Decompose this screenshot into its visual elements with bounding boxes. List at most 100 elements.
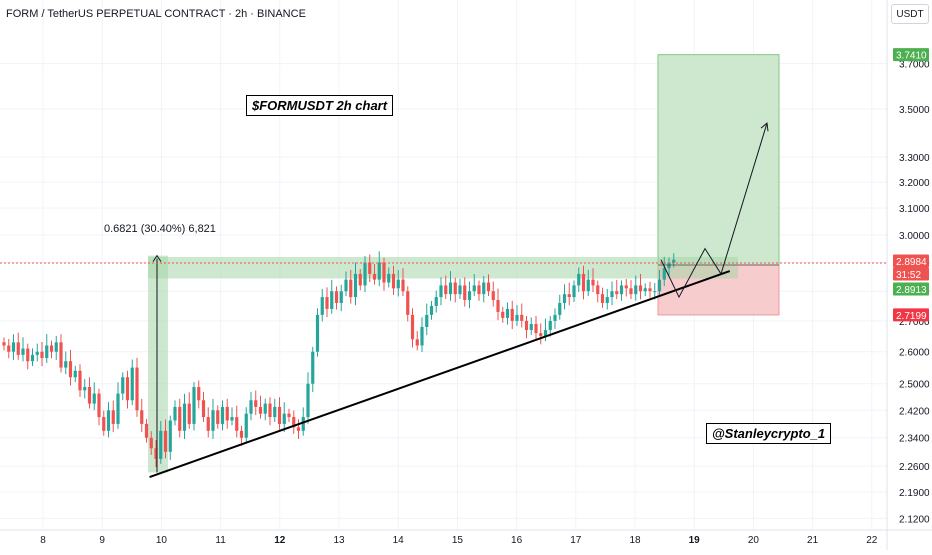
candle bbox=[83, 378, 87, 399]
candle bbox=[149, 431, 153, 455]
candle-body bbox=[140, 410, 144, 424]
candle-body bbox=[539, 333, 543, 337]
y-tick-label: 2.4200 bbox=[899, 406, 930, 417]
candle-body bbox=[382, 262, 386, 283]
candle bbox=[116, 382, 120, 429]
candle bbox=[472, 274, 476, 297]
candle bbox=[467, 281, 472, 309]
countdown-label: 31:52 bbox=[893, 267, 929, 281]
candle bbox=[26, 343, 30, 370]
y-tick-label: 2.1200 bbox=[899, 514, 930, 525]
candle bbox=[35, 343, 39, 362]
candle bbox=[396, 269, 400, 297]
candle-body bbox=[225, 406, 229, 421]
candle-body bbox=[334, 291, 339, 303]
candle-body bbox=[662, 268, 666, 280]
candle-body bbox=[216, 410, 220, 424]
candle bbox=[439, 277, 443, 306]
candle-body bbox=[154, 448, 158, 459]
y-tick-label: 3.1000 bbox=[899, 204, 930, 215]
candle-body bbox=[325, 297, 329, 309]
candle-body bbox=[358, 273, 362, 286]
candle-body bbox=[97, 393, 101, 418]
candle-body bbox=[577, 273, 581, 286]
candle-body bbox=[448, 282, 453, 295]
candle bbox=[173, 400, 177, 426]
candle-body bbox=[605, 297, 609, 303]
currency-button[interactable]: USDT bbox=[891, 4, 929, 24]
candle bbox=[97, 388, 101, 426]
candle bbox=[2, 337, 6, 351]
candle bbox=[534, 315, 538, 340]
candle-body bbox=[320, 297, 324, 315]
candle-body bbox=[301, 417, 305, 431]
candle bbox=[268, 397, 272, 426]
candle-body bbox=[178, 406, 182, 431]
current-price-label-bg bbox=[893, 254, 929, 268]
candle bbox=[444, 275, 448, 300]
candle bbox=[235, 405, 239, 438]
candle bbox=[73, 365, 77, 383]
candle-body bbox=[401, 279, 405, 292]
candle-body bbox=[2, 342, 6, 346]
candle-body bbox=[363, 262, 367, 286]
x-tick-label: 15 bbox=[452, 535, 464, 546]
candle-body bbox=[197, 387, 201, 401]
candle bbox=[239, 425, 244, 446]
projection-path bbox=[660, 122, 768, 299]
candle bbox=[320, 288, 324, 322]
candle bbox=[662, 256, 666, 287]
candle bbox=[486, 274, 491, 297]
candle-body bbox=[372, 273, 377, 280]
target-price-label-text: 3.7410 bbox=[896, 51, 927, 62]
candle bbox=[648, 281, 652, 298]
candle bbox=[615, 279, 619, 300]
measure-label: 0.6821 (30.40%) 6,821 bbox=[104, 223, 216, 235]
candle bbox=[581, 265, 586, 300]
overlays bbox=[0, 122, 887, 479]
candle bbox=[353, 262, 358, 306]
candle bbox=[610, 281, 614, 306]
candle bbox=[168, 415, 172, 461]
candle-body bbox=[130, 367, 134, 401]
candle-body bbox=[624, 285, 628, 289]
candle-body bbox=[553, 314, 557, 321]
candle-body bbox=[111, 410, 115, 424]
candle bbox=[45, 334, 49, 363]
candle bbox=[163, 419, 168, 459]
candle bbox=[629, 280, 633, 300]
candle-body bbox=[591, 279, 595, 286]
candle-body bbox=[330, 291, 334, 309]
candle-body bbox=[92, 393, 96, 404]
candle bbox=[529, 317, 533, 335]
candle-body bbox=[45, 345, 49, 359]
candle bbox=[591, 268, 595, 292]
candle-body bbox=[410, 314, 415, 340]
candle-body bbox=[391, 273, 396, 289]
candle-body bbox=[600, 294, 605, 303]
candle bbox=[638, 274, 643, 300]
y-tick-label: 2.1900 bbox=[899, 488, 930, 499]
candle-body bbox=[64, 361, 68, 368]
entry-price-label-bg bbox=[893, 282, 929, 296]
candle bbox=[505, 302, 510, 325]
candle bbox=[220, 400, 225, 431]
candle-body bbox=[467, 291, 472, 301]
x-tick-label: 13 bbox=[333, 535, 345, 546]
candle-body bbox=[182, 403, 187, 431]
candle-body bbox=[116, 393, 120, 424]
y-tick-label: 2.5000 bbox=[899, 380, 930, 391]
candle-body bbox=[78, 370, 82, 391]
candle bbox=[463, 277, 467, 307]
candle-body bbox=[249, 400, 253, 414]
candle-body bbox=[567, 294, 571, 298]
entry-price-label-text: 2.8913 bbox=[896, 285, 927, 296]
candle bbox=[334, 286, 339, 310]
x-tick-label: 11 bbox=[215, 535, 226, 546]
candle-body bbox=[277, 406, 282, 424]
candle bbox=[59, 334, 63, 373]
candle-body bbox=[49, 345, 54, 352]
candle-body bbox=[106, 410, 111, 431]
candle bbox=[49, 340, 54, 359]
